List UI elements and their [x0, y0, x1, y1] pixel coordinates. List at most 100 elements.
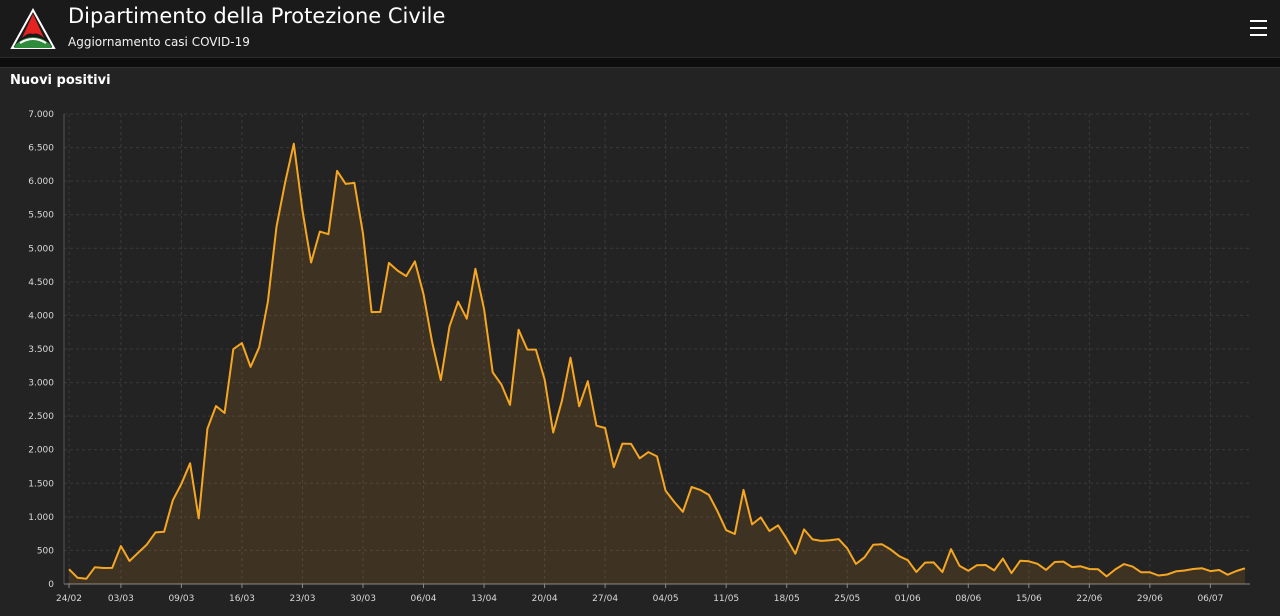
- data-point: [647, 451, 649, 453]
- data-point: [414, 260, 416, 262]
- data-point: [526, 348, 528, 350]
- data-point: [1175, 570, 1177, 572]
- x-tick-label: 18/05: [774, 594, 800, 604]
- data-point: [682, 511, 684, 513]
- x-tick-label: 15/06: [1016, 594, 1042, 604]
- data-point: [405, 275, 407, 277]
- data-point: [786, 538, 788, 540]
- x-tick-label: 24/02: [56, 594, 82, 604]
- data-point: [492, 371, 494, 373]
- x-tick-label: 29/06: [1137, 594, 1163, 604]
- hamburger-menu-icon[interactable]: [1244, 14, 1272, 42]
- data-point: [1062, 560, 1064, 562]
- data-point: [561, 400, 563, 402]
- y-tick-label: 3.500: [28, 345, 54, 355]
- data-point: [811, 538, 813, 540]
- data-point: [1028, 560, 1030, 562]
- data-point: [128, 560, 130, 562]
- data-point: [223, 412, 225, 414]
- chart-panel: Nuovi positivi 0 500 1.000 1.500 2.000 2.500 3…: [0, 67, 1280, 616]
- data-point: [301, 210, 303, 212]
- data-point: [500, 383, 502, 385]
- data-point: [924, 561, 926, 563]
- data-point: [1002, 557, 1004, 559]
- data-point: [699, 489, 701, 491]
- new-positives-chart: 0 500 1.000 1.500 2.000 2.500 3.000 3.500 4.000 4…: [28, 110, 1250, 604]
- data-point: [760, 516, 762, 518]
- data-point: [889, 548, 891, 550]
- data-point: [146, 543, 148, 545]
- data-point: [846, 547, 848, 549]
- data-point: [258, 346, 260, 348]
- data-point: [907, 559, 909, 561]
- y-tick-label: 6.000: [28, 177, 54, 187]
- data-point: [1166, 573, 1168, 575]
- x-tick-label: 30/03: [350, 594, 376, 604]
- data-point: [569, 357, 571, 359]
- data-point: [1045, 569, 1047, 571]
- data-point: [111, 567, 113, 569]
- data-point: [517, 329, 519, 331]
- data-point: [267, 300, 269, 302]
- data-point: [189, 462, 191, 464]
- data-point: [673, 501, 675, 503]
- data-point: [1054, 561, 1056, 563]
- data-point: [310, 261, 312, 263]
- data-point: [984, 564, 986, 566]
- x-tick-label: 13/04: [471, 594, 497, 604]
- x-tick-label: 16/03: [229, 594, 255, 604]
- series-area: [69, 143, 1245, 584]
- data-point: [1114, 568, 1116, 570]
- data-point: [1088, 568, 1090, 570]
- y-tick-label: 1.500: [28, 479, 54, 489]
- y-tick-label: 500: [37, 546, 54, 556]
- data-point: [855, 563, 857, 565]
- data-point: [1157, 574, 1159, 576]
- data-point: [345, 183, 347, 185]
- y-tick-label: 4.500: [28, 278, 54, 288]
- app-title: Dipartimento della Protezione Civile: [68, 4, 446, 28]
- x-tick-label: 08/06: [955, 594, 981, 604]
- data-point: [993, 569, 995, 571]
- data-point: [1010, 572, 1012, 574]
- data-point: [630, 443, 632, 445]
- data-point: [232, 348, 234, 350]
- x-tick-label: 03/03: [108, 594, 134, 604]
- x-tick-label: 09/03: [168, 594, 194, 604]
- data-point: [898, 555, 900, 557]
- data-point: [379, 311, 381, 313]
- y-tick-label: 1.000: [28, 513, 54, 523]
- data-point: [206, 428, 208, 430]
- data-point: [180, 483, 182, 485]
- app-subtitle: Aggiornamento casi COVID-19: [68, 35, 250, 49]
- x-tick-label: 25/05: [834, 594, 860, 604]
- data-point: [396, 269, 398, 271]
- data-point: [163, 531, 165, 533]
- data-point: [915, 571, 917, 573]
- data-point: [466, 318, 468, 320]
- data-point: [370, 311, 372, 313]
- data-point: [1244, 567, 1246, 569]
- y-tick-label: 3.000: [28, 379, 54, 389]
- data-point: [1183, 569, 1185, 571]
- y-tick-label: 2.500: [28, 412, 54, 422]
- data-point: [716, 510, 718, 512]
- x-tick-label: 23/03: [290, 594, 316, 604]
- data-point: [794, 553, 796, 555]
- data-point: [94, 566, 96, 568]
- data-point: [690, 486, 692, 488]
- x-tick-label: 22/06: [1076, 594, 1102, 604]
- data-point: [362, 233, 364, 235]
- data-point: [1140, 571, 1142, 573]
- data-point: [1131, 565, 1133, 567]
- data-point: [154, 531, 156, 533]
- app-header: Dipartimento della Protezione Civile Agg…: [0, 0, 1280, 58]
- data-point: [595, 425, 597, 427]
- data-point: [976, 564, 978, 566]
- data-point: [587, 380, 589, 382]
- data-point: [777, 524, 779, 526]
- data-point: [1036, 563, 1038, 565]
- data-point: [1192, 568, 1194, 570]
- x-tick-label: 06/04: [411, 594, 437, 604]
- data-point: [319, 230, 321, 232]
